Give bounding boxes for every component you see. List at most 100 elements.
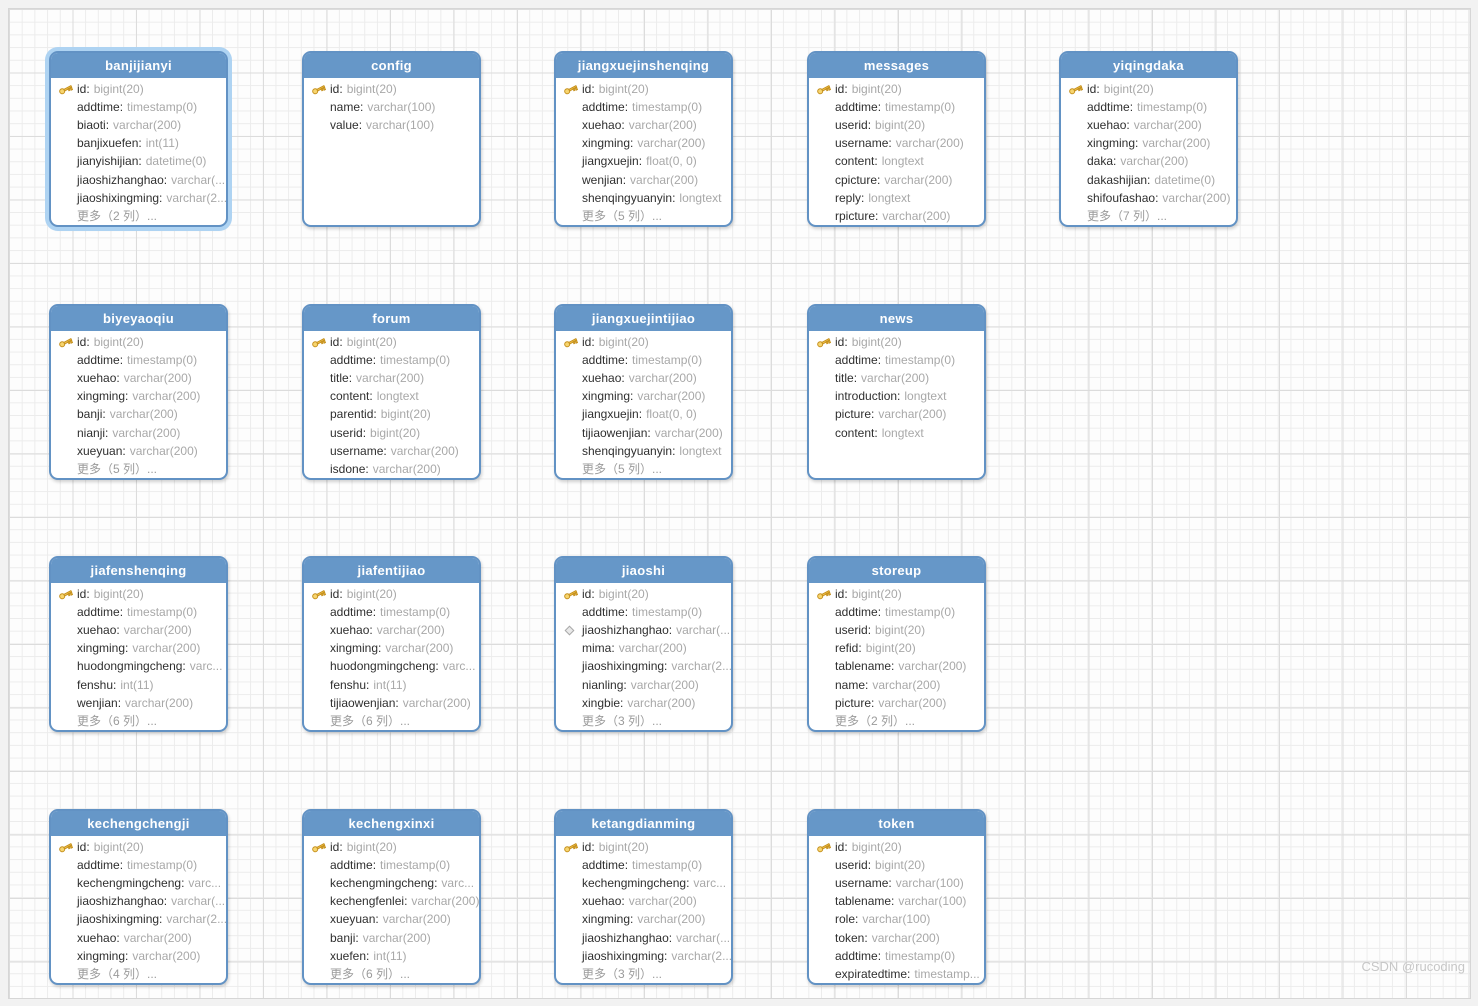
db-table-biyeyaoqiu[interactable]: biyeyaoqiu idbigint(20) addtime timestamp(… xyxy=(49,304,228,480)
table-field[interactable]: xingming varchar(200) xyxy=(1061,134,1236,152)
table-field[interactable]: xingming varchar(200) xyxy=(51,947,226,965)
table-field[interactable]: xingming varchar(200) xyxy=(556,910,731,928)
table-title[interactable]: ketangdianming xyxy=(556,811,731,836)
table-field[interactable]: idbigint(20) xyxy=(51,80,226,98)
more-columns[interactable]: 更多（5 列）... xyxy=(556,207,731,225)
table-field[interactable]: jiaoshixingming varchar(2... xyxy=(51,910,226,928)
table-field[interactable]: xingming varchar(200) xyxy=(556,387,731,405)
table-field[interactable]: tijiaowenjianvarchar(200) xyxy=(556,423,731,441)
table-field[interactable]: contentlongtext xyxy=(809,152,984,170)
table-field[interactable]: idbigint(20) xyxy=(304,80,479,98)
more-columns[interactable]: 更多（6 列）... xyxy=(304,712,479,730)
table-field[interactable]: idbigint(20) xyxy=(51,585,226,603)
table-field[interactable]: idbigint(20) xyxy=(556,333,731,351)
table-field[interactable]: idbigint(20) xyxy=(556,80,731,98)
db-table-kechengxinxi[interactable]: kechengxinxi idbigint(20) addtime timestam… xyxy=(302,809,481,985)
table-field[interactable]: refidbigint(20) xyxy=(809,639,984,657)
table-field[interactable]: xingming varchar(200) xyxy=(51,387,226,405)
table-field[interactable]: addtime timestamp(0) xyxy=(809,947,984,965)
more-columns[interactable]: 更多（6 列）... xyxy=(304,965,479,983)
table-field[interactable]: reply longtext xyxy=(809,189,984,207)
table-field[interactable]: tokenvarchar(200) xyxy=(809,928,984,946)
table-field[interactable]: value varchar(100) xyxy=(304,116,479,134)
table-field[interactable]: shifoufashao varchar(200) xyxy=(1061,189,1236,207)
table-field[interactable]: mimavarchar(200) xyxy=(556,639,731,657)
table-field[interactable]: jiaoshizhanghao varchar(... xyxy=(556,621,731,639)
table-field[interactable]: addtime timestamp(0) xyxy=(556,856,731,874)
table-field[interactable]: addtime timestamp(0) xyxy=(51,603,226,621)
table-title[interactable]: jiaoshi xyxy=(556,558,731,583)
table-field[interactable]: xuehaovarchar(200) xyxy=(304,621,479,639)
table-field[interactable]: dakashijian datetime(0) xyxy=(1061,170,1236,188)
table-field[interactable]: xuehaovarchar(200) xyxy=(51,369,226,387)
table-field[interactable]: addtime timestamp(0) xyxy=(304,603,479,621)
table-field[interactable]: huodongmingchengvarc... xyxy=(51,657,226,675)
table-field[interactable]: addtime timestamp(0) xyxy=(556,603,731,621)
db-table-jiaoshi[interactable]: jiaoshi idbigint(20)addtimetimestamp(0)j… xyxy=(554,556,733,732)
table-field[interactable]: kechengmingcheng varc... xyxy=(51,874,226,892)
table-field[interactable]: xueyuanvarchar(200) xyxy=(51,442,226,460)
table-field[interactable]: kechengfenlei varchar(200) xyxy=(304,892,479,910)
table-field[interactable]: xuehaovarchar(200) xyxy=(51,928,226,946)
table-field[interactable]: nianlingvarchar(200) xyxy=(556,675,731,693)
table-field[interactable]: biaoti varchar(200) xyxy=(51,116,226,134)
table-field[interactable]: xuehaovarchar(200) xyxy=(51,621,226,639)
table-field[interactable]: xingbie varchar(200) xyxy=(556,694,731,712)
table-field[interactable]: jiaoshizhanghao varchar(... xyxy=(51,170,226,188)
table-field[interactable]: addtime timestamp(0) xyxy=(51,351,226,369)
table-field[interactable]: role varchar(100) xyxy=(809,910,984,928)
more-columns[interactable]: 更多（6 列）... xyxy=(51,712,226,730)
table-title[interactable]: storeup xyxy=(809,558,984,583)
more-columns[interactable]: 更多（3 列）... xyxy=(556,712,731,730)
table-title[interactable]: biyeyaoqiu xyxy=(51,306,226,331)
db-table-token[interactable]: token idbigint(20)useridbigint(20)userna… xyxy=(807,809,986,985)
db-table-config[interactable]: config idbigint(20)namevarchar(100)value… xyxy=(302,51,481,227)
more-columns[interactable]: 更多（2 列）... xyxy=(51,207,226,225)
table-title[interactable]: jiafentijiao xyxy=(304,558,479,583)
table-field[interactable]: xuehaovarchar(200) xyxy=(556,369,731,387)
table-field[interactable]: nianji varchar(200) xyxy=(51,423,226,441)
table-field[interactable]: idbigint(20) xyxy=(556,585,731,603)
table-field[interactable]: userid bigint(20) xyxy=(304,423,479,441)
table-field[interactable]: xuehaovarchar(200) xyxy=(1061,116,1236,134)
table-field[interactable]: xingming varchar(200) xyxy=(51,639,226,657)
db-table-jiangxuejinshenqing[interactable]: jiangxuejinshenqing idbigint(20) addtime t… xyxy=(554,51,733,227)
table-field[interactable]: addtime timestamp(0) xyxy=(809,351,984,369)
table-field[interactable]: jiaoshizhanghao varchar(... xyxy=(556,928,731,946)
table-title[interactable]: messages xyxy=(809,53,984,78)
table-field[interactable]: jiaoshixingming varchar(2... xyxy=(51,189,226,207)
table-field[interactable]: jiangxuejin float(0, 0) xyxy=(556,405,731,423)
table-field[interactable]: name varchar(200) xyxy=(809,675,984,693)
table-field[interactable]: picture varchar(200) xyxy=(809,694,984,712)
table-field[interactable]: huodongmingchengvarc... xyxy=(304,657,479,675)
table-title[interactable]: kechengxinxi xyxy=(304,811,479,836)
table-field[interactable]: jianyishijiandatetime(0) xyxy=(51,152,226,170)
table-field[interactable]: banjivarchar(200) xyxy=(304,928,479,946)
table-field[interactable]: jiaoshixingming varchar(2... xyxy=(556,657,731,675)
db-table-forum[interactable]: forum idbigint(20)addtimetimestamp(0)tit… xyxy=(302,304,481,480)
table-field[interactable]: addtime timestamp(0) xyxy=(51,856,226,874)
table-title[interactable]: forum xyxy=(304,306,479,331)
table-field[interactable]: userid bigint(20) xyxy=(809,856,984,874)
db-table-kechengchengji[interactable]: kechengchengji idbigint(20) addtime timest… xyxy=(49,809,228,985)
table-field[interactable]: picture varchar(200) xyxy=(809,405,984,423)
table-field[interactable]: rpicture varchar(200) xyxy=(809,207,984,225)
table-title[interactable]: jiangxuejinshenqing xyxy=(556,53,731,78)
table-field[interactable]: title varchar(200) xyxy=(304,369,479,387)
table-field[interactable]: idbigint(20) xyxy=(556,838,731,856)
table-field[interactable]: addtime timestamp(0) xyxy=(556,351,731,369)
table-field[interactable]: wenjian varchar(200) xyxy=(556,170,731,188)
table-field[interactable]: addtime timestamp(0) xyxy=(304,351,479,369)
more-columns[interactable]: 更多（4 列）... xyxy=(51,965,226,983)
db-table-messages[interactable]: messages idbigint(20)addtimetimestamp(0)… xyxy=(807,51,986,227)
table-field[interactable]: banjixuefenint(11) xyxy=(51,134,226,152)
table-field[interactable]: usernamevarchar(200) xyxy=(809,134,984,152)
table-field[interactable]: tablename varchar(100) xyxy=(809,892,984,910)
table-field[interactable]: addtime timestamp(0) xyxy=(51,98,226,116)
table-title[interactable]: banjijianyi xyxy=(51,53,226,78)
table-field[interactable]: xingming varchar(200) xyxy=(556,134,731,152)
table-field[interactable]: addtime timestamp(0) xyxy=(809,603,984,621)
table-field[interactable]: shenqingyuanyin longtext xyxy=(556,189,731,207)
table-field[interactable]: kechengmingcheng varc... xyxy=(556,874,731,892)
table-title[interactable]: news xyxy=(809,306,984,331)
